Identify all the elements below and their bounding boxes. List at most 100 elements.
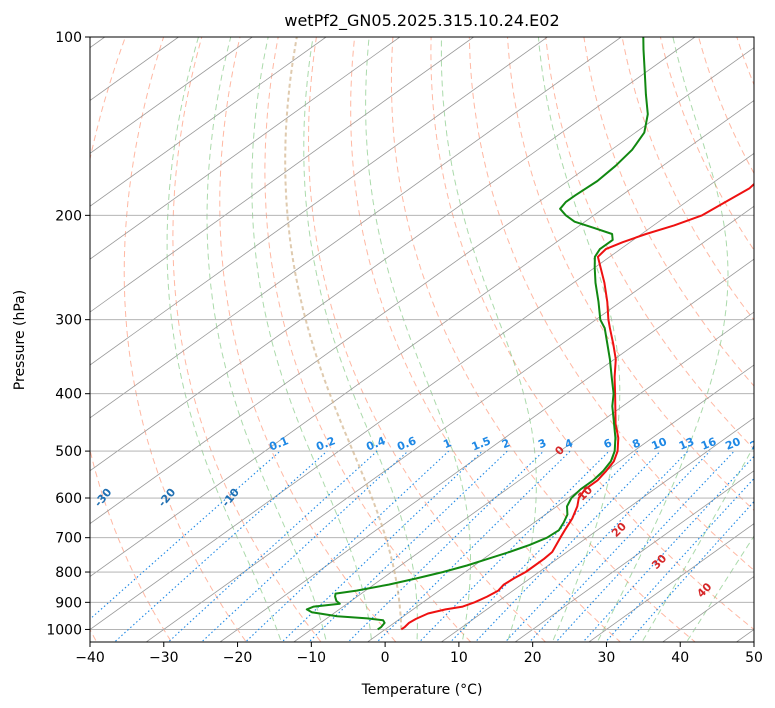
dry-adiabat bbox=[90, 628, 98, 642]
mixing-ratio-label: 1 bbox=[441, 436, 453, 451]
isotherm bbox=[90, 152, 754, 630]
temperature-profile bbox=[400, 182, 754, 631]
x-tick-label: 40 bbox=[671, 650, 689, 666]
mixing-ratio-label: 2 bbox=[500, 436, 512, 451]
isotherm bbox=[146, 205, 754, 642]
mixing-ratio-label: 25 bbox=[748, 435, 767, 453]
isotherm bbox=[293, 311, 754, 642]
moist-adiabat bbox=[596, 37, 729, 642]
x-axis-label: Temperature (°C) bbox=[361, 682, 483, 698]
x-tick-label: −20 bbox=[223, 650, 253, 666]
dry-adiabat bbox=[307, 37, 547, 642]
dry-adiabat-label: -30 bbox=[92, 486, 115, 510]
moist-adiabat-label: 40 bbox=[694, 580, 714, 600]
mixing-ratio-label: 4 bbox=[563, 436, 575, 451]
moist-adiabat bbox=[166, 37, 282, 642]
isotherm bbox=[90, 37, 401, 260]
y-tick-label: 300 bbox=[55, 313, 82, 329]
dry-adiabat-label: -10 bbox=[219, 486, 242, 510]
isotherm bbox=[662, 576, 754, 642]
dry-adiabat bbox=[545, 37, 754, 450]
mixing-ratio-line bbox=[604, 477, 754, 642]
mixing-ratio-line bbox=[555, 450, 735, 642]
x-tick-label: 30 bbox=[598, 650, 616, 666]
isotherm bbox=[219, 258, 754, 642]
dry-adiabat bbox=[506, 37, 754, 512]
mixing-ratio-label: 0.1 bbox=[267, 434, 290, 453]
isotherm bbox=[588, 523, 754, 642]
mixing-ratio-line bbox=[418, 450, 610, 642]
moist-adiabat bbox=[686, 535, 754, 642]
mixing-ratio-label: 3 bbox=[536, 436, 548, 451]
dry-adiabat bbox=[430, 37, 754, 631]
dry-adiabat bbox=[583, 37, 754, 387]
dry-adiabat bbox=[172, 37, 322, 642]
x-tick-label: 10 bbox=[450, 650, 468, 666]
mixing-ratio-label: 30 bbox=[769, 435, 775, 453]
line-labels: 0.10.20.40.611.52346810131620253036-100-… bbox=[28, 434, 775, 600]
dry-adiabat bbox=[390, 37, 696, 642]
y-tick-label: 600 bbox=[55, 491, 82, 507]
x-tick-label: −10 bbox=[297, 650, 327, 666]
mixing-ratio-label: 20 bbox=[723, 435, 742, 453]
mixing-ratio-label: 13 bbox=[677, 435, 696, 453]
isotherm bbox=[90, 37, 253, 154]
y-tick-label: 400 bbox=[55, 387, 82, 403]
mixing-ratio-label: 8 bbox=[630, 436, 642, 451]
moist-adiabat-label: 20 bbox=[609, 520, 629, 540]
y-tick-label: 800 bbox=[55, 565, 82, 581]
series-layer bbox=[305, 37, 754, 631]
isotherm bbox=[90, 37, 474, 313]
dry-adiabat-label: -40 bbox=[28, 486, 51, 510]
mixing-ratio-label: 1.5 bbox=[470, 434, 493, 453]
mixing-ratio-line bbox=[308, 450, 508, 642]
lifted-parcel-line bbox=[284, 37, 403, 630]
isotherm bbox=[90, 99, 754, 578]
dry-adiabat bbox=[659, 37, 754, 251]
dry-adiabat bbox=[350, 37, 622, 642]
mixing-ratio-label: 0.6 bbox=[395, 434, 418, 453]
dry-adiabat bbox=[90, 37, 173, 642]
y-tick-label: 500 bbox=[55, 444, 82, 460]
y-tick-label: 200 bbox=[55, 208, 82, 224]
mixing-ratio-line bbox=[281, 450, 483, 642]
moist-adiabat bbox=[206, 37, 327, 642]
mixing-ratio-line bbox=[627, 500, 754, 642]
dry-adiabat bbox=[698, 37, 754, 175]
mixing-ratio-label: 0.4 bbox=[364, 434, 387, 453]
x-tick-label: 20 bbox=[524, 650, 542, 666]
dewpoint-profile bbox=[305, 37, 649, 631]
dry-adiabat bbox=[468, 37, 754, 571]
moist-adiabat bbox=[440, 37, 537, 642]
isotherm bbox=[736, 628, 754, 642]
mixing-ratio-label: 6 bbox=[602, 436, 614, 451]
dry-adiabat bbox=[123, 37, 247, 642]
mixing-ratio-line bbox=[474, 450, 661, 642]
isotherm bbox=[90, 47, 754, 525]
x-tick-label: 0 bbox=[381, 650, 390, 666]
isotherm bbox=[90, 37, 696, 472]
moist-adiabat bbox=[537, 37, 621, 642]
dry-adiabat bbox=[770, 24, 775, 649]
y-tick-label: 1000 bbox=[46, 622, 82, 638]
moist-adiabat bbox=[303, 37, 418, 642]
axes: −40 −30 −20 −10 0 10 20 30 40 5010020030040050060… bbox=[46, 30, 763, 666]
plot-frame bbox=[89, 36, 755, 643]
mixing-ratio-line bbox=[449, 450, 639, 642]
x-tick-label: −30 bbox=[149, 650, 179, 666]
y-tick-label: 100 bbox=[55, 30, 82, 46]
mixing-ratio-line bbox=[200, 450, 409, 642]
isotherm bbox=[90, 37, 327, 207]
y-axis-label: Pressure (hPa) bbox=[12, 290, 28, 390]
moist-adiabat bbox=[641, 444, 754, 642]
mixing-ratio-line bbox=[504, 450, 689, 642]
isotherm bbox=[90, 37, 548, 366]
mixing-ratio-line bbox=[582, 455, 754, 642]
moist-adiabat-label: 30 bbox=[649, 552, 669, 572]
mixing-ratio-line bbox=[90, 450, 281, 620]
mixing-ratio-line bbox=[376, 450, 571, 642]
isotherm bbox=[514, 470, 754, 642]
chart-title: wetPf2_GN05.2025.315.10.24.E02 bbox=[284, 11, 559, 31]
moist-adiabat bbox=[365, 37, 471, 642]
isotherm bbox=[90, 37, 622, 419]
